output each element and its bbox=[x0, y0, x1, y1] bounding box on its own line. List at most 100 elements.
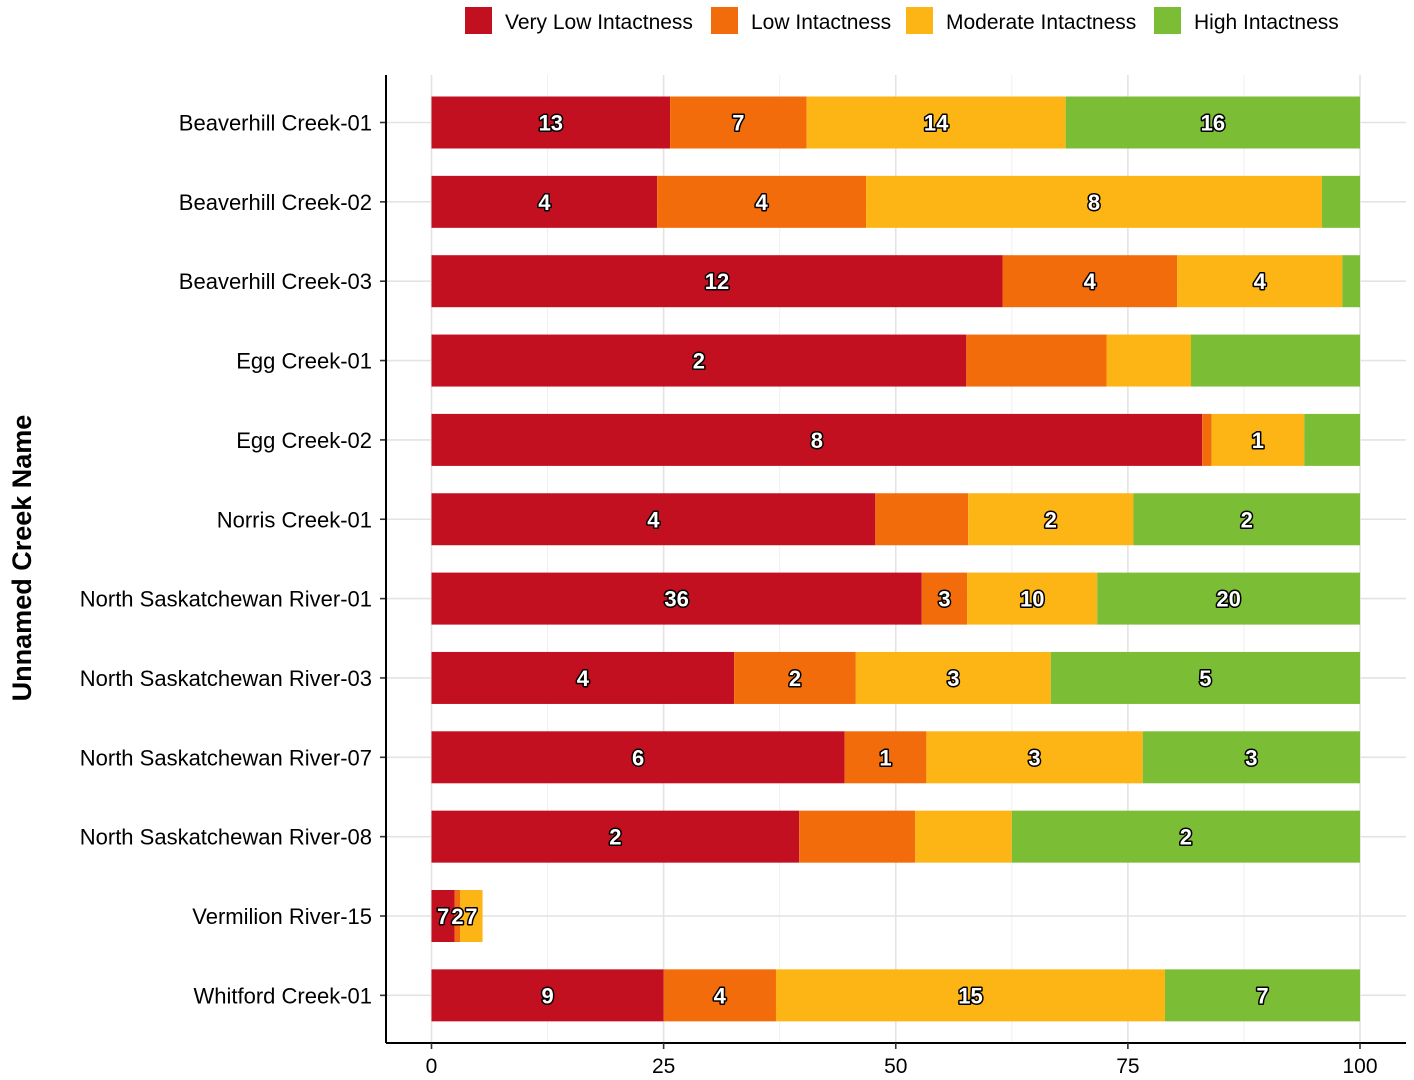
data-label: 9 bbox=[541, 983, 553, 1008]
category-label: North Saskatchewan River-08 bbox=[80, 825, 372, 850]
bars bbox=[431, 96, 1360, 1022]
bar-segment bbox=[775, 969, 1166, 1022]
bar-segment bbox=[663, 969, 776, 1022]
legend-swatch bbox=[465, 7, 492, 34]
data-label: 3 bbox=[947, 666, 959, 691]
legend-swatch bbox=[1154, 7, 1181, 34]
bar-segment bbox=[1142, 731, 1360, 784]
bar-segment bbox=[926, 731, 1143, 784]
category-label: North Saskatchewan River-03 bbox=[80, 666, 372, 691]
legend-swatch bbox=[711, 7, 738, 34]
x-tick-label: 25 bbox=[652, 1055, 675, 1078]
data-label: 13 bbox=[539, 111, 563, 136]
data-label: 3 bbox=[1028, 745, 1040, 770]
bar-segment bbox=[670, 96, 807, 149]
data-label: 4 bbox=[714, 983, 727, 1008]
legend-label: High Intactness bbox=[1194, 11, 1339, 34]
x-tick-label: 0 bbox=[426, 1055, 438, 1078]
data-label: 2 bbox=[693, 349, 705, 374]
bar-segment bbox=[799, 810, 916, 863]
data-label: 4 bbox=[755, 190, 768, 215]
category-label: Beaverhill Creek-02 bbox=[179, 190, 372, 215]
x-tick-label: 75 bbox=[1116, 1055, 1139, 1078]
bar-segment bbox=[866, 175, 1322, 228]
legend-label: Moderate Intactness bbox=[946, 11, 1136, 34]
data-label: 4 bbox=[577, 666, 590, 691]
data-label: 2 bbox=[1241, 507, 1253, 532]
bar-segment bbox=[1011, 810, 1360, 863]
data-label: 5 bbox=[1199, 666, 1211, 691]
data-label: 2 bbox=[451, 904, 463, 929]
data-label: 3 bbox=[1245, 745, 1257, 770]
bar-segment bbox=[1106, 334, 1192, 387]
bar-segment bbox=[431, 731, 845, 784]
bar-segment bbox=[431, 969, 664, 1022]
data-label: 4 bbox=[647, 507, 660, 532]
bar-segment bbox=[1304, 413, 1360, 466]
bar-segment bbox=[454, 890, 461, 942]
data-label: 1 bbox=[879, 745, 891, 770]
x-tick-label: 100 bbox=[1342, 1055, 1377, 1078]
legend-swatch bbox=[906, 7, 933, 34]
bar-segment bbox=[967, 572, 1098, 625]
category-label: Beaverhill Creek-01 bbox=[179, 111, 372, 136]
data-label: 20 bbox=[1216, 587, 1240, 612]
bar-segment bbox=[657, 175, 867, 228]
bar-segment bbox=[1097, 572, 1360, 625]
bar-segment bbox=[431, 175, 658, 228]
data-label: 4 bbox=[1254, 269, 1267, 294]
data-label: 2 bbox=[1045, 507, 1057, 532]
category-label: Norris Creek-01 bbox=[217, 507, 372, 532]
data-label: 16 bbox=[1201, 111, 1225, 136]
legend: Very Low Intactness Low Intactness Moderat… bbox=[465, 7, 1339, 34]
category-label: Vermilion River-15 bbox=[192, 904, 372, 929]
bar-segment bbox=[1165, 969, 1360, 1022]
data-label: 4 bbox=[1084, 269, 1097, 294]
data-label: 2 bbox=[1180, 825, 1192, 850]
data-label: 2 bbox=[609, 825, 621, 850]
category-label: Beaverhill Creek-03 bbox=[179, 269, 372, 294]
y-axis-title: Unnamed Creek Name bbox=[7, 415, 37, 702]
bar-segment bbox=[1342, 255, 1360, 308]
category-label: Egg Creek-01 bbox=[236, 349, 372, 374]
bar-segment bbox=[855, 651, 1051, 704]
bar-segment bbox=[431, 334, 967, 387]
axes: Beaverhill Creek-01 Beaverhill Creek-02 Be… bbox=[80, 75, 1406, 1078]
bar-segment bbox=[1065, 96, 1360, 149]
data-label: 8 bbox=[811, 428, 823, 453]
bar-segment bbox=[1133, 493, 1360, 546]
legend-label: Very Low Intactness bbox=[505, 11, 693, 34]
data-label: 36 bbox=[664, 587, 688, 612]
category-label: Whitford Creek-01 bbox=[193, 983, 372, 1008]
data-label: 7 bbox=[465, 904, 477, 929]
bar-segment bbox=[431, 651, 735, 704]
bar-segment bbox=[806, 96, 1066, 149]
bar-segment bbox=[1211, 413, 1305, 466]
bar-segment bbox=[844, 731, 927, 784]
category-label: North Saskatchewan River-07 bbox=[80, 745, 372, 770]
data-label: 7 bbox=[437, 904, 449, 929]
bar-segment bbox=[431, 96, 671, 149]
bar-segment bbox=[431, 255, 1003, 308]
data-label: 15 bbox=[958, 983, 982, 1008]
bar-segment bbox=[460, 890, 483, 942]
bar-segment bbox=[1050, 651, 1360, 704]
data-labels: 13 7 14 164 4 812 4 428 14 2 236 3 10 204 2 3 56 1 3 32 27 2 7… bbox=[435, 109, 1270, 1010]
data-label: 7 bbox=[1256, 983, 1268, 1008]
data-label: 3 bbox=[938, 587, 950, 612]
data-label: 12 bbox=[705, 269, 729, 294]
bar-segment bbox=[1321, 175, 1360, 228]
data-label: 6 bbox=[632, 745, 644, 770]
data-label: 1 bbox=[1252, 428, 1264, 453]
bar-segment bbox=[431, 810, 800, 863]
bar-segment bbox=[431, 413, 1203, 466]
bar-segment bbox=[431, 572, 922, 625]
bar-segment bbox=[1177, 255, 1343, 308]
data-label: 14 bbox=[924, 111, 949, 136]
x-tick-label: 50 bbox=[884, 1055, 907, 1078]
data-label: 2 bbox=[789, 666, 801, 691]
bar-segment bbox=[431, 493, 876, 546]
legend-label: Low Intactness bbox=[751, 11, 891, 34]
bar-segment bbox=[431, 890, 455, 942]
